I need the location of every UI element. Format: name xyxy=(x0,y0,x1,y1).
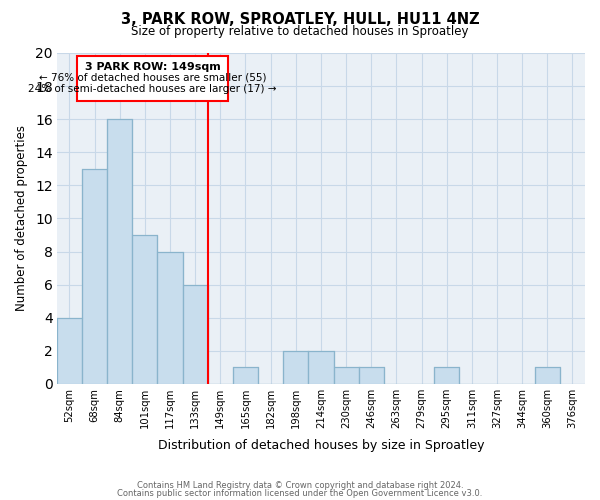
X-axis label: Distribution of detached houses by size in Sproatley: Distribution of detached houses by size … xyxy=(158,440,484,452)
Text: ← 76% of detached houses are smaller (55): ← 76% of detached houses are smaller (55… xyxy=(38,72,266,82)
Bar xyxy=(308,351,334,384)
FancyBboxPatch shape xyxy=(77,56,228,101)
Text: Contains public sector information licensed under the Open Government Licence v3: Contains public sector information licen… xyxy=(118,488,482,498)
Bar xyxy=(107,119,133,384)
Bar xyxy=(283,351,308,384)
Y-axis label: Number of detached properties: Number of detached properties xyxy=(15,126,28,312)
Text: Size of property relative to detached houses in Sproatley: Size of property relative to detached ho… xyxy=(131,25,469,38)
Bar xyxy=(133,235,157,384)
Bar xyxy=(157,252,182,384)
Text: 3 PARK ROW: 149sqm: 3 PARK ROW: 149sqm xyxy=(85,62,220,72)
Bar xyxy=(334,368,359,384)
Text: 24% of semi-detached houses are larger (17) →: 24% of semi-detached houses are larger (… xyxy=(28,84,277,94)
Bar xyxy=(434,368,459,384)
Text: Contains HM Land Registry data © Crown copyright and database right 2024.: Contains HM Land Registry data © Crown c… xyxy=(137,481,463,490)
Bar xyxy=(359,368,384,384)
Bar xyxy=(535,368,560,384)
Bar xyxy=(82,169,107,384)
Bar xyxy=(233,368,258,384)
Bar xyxy=(182,284,208,384)
Text: 3, PARK ROW, SPROATLEY, HULL, HU11 4NZ: 3, PARK ROW, SPROATLEY, HULL, HU11 4NZ xyxy=(121,12,479,28)
Bar xyxy=(57,318,82,384)
